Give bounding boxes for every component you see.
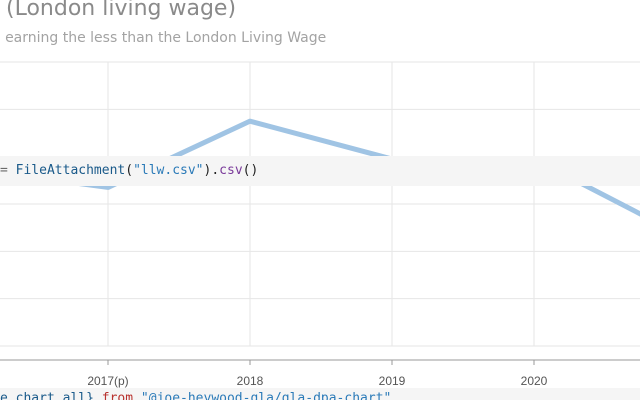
assignment-operator: =: [0, 163, 16, 178]
call-parens: (): [242, 163, 259, 178]
x-axis-tick-labels: 2017(p) 2018 2019 2020: [87, 374, 547, 388]
import-source-string: "@joe-heywood-gla/gla-dpa-chart": [140, 391, 392, 400]
x-axis-tick-label: 2017(p): [87, 374, 128, 388]
horizontal-gridlines: [0, 61, 640, 347]
code-cell-import[interactable]: e_chart_all} from "@joe-heywood-gla/gla-…: [0, 388, 640, 400]
x-axis-tick-label: 2020: [521, 374, 548, 388]
close-paren: ).: [203, 163, 220, 178]
open-paren: (: [125, 163, 134, 178]
chart-title: y (London living wage): [0, 0, 237, 21]
from-keyword: from: [101, 391, 134, 400]
chart-subtitle: e earning the less than the London Livin…: [0, 30, 327, 46]
x-axis-tick-label: 2019: [379, 374, 406, 388]
space: [133, 391, 141, 400]
code-cell-file-attachment[interactable]: = FileAttachment("llw.csv").csv(): [0, 156, 640, 186]
x-axis-ticks: [107, 360, 535, 365]
function-name: FileAttachment: [15, 163, 126, 178]
x-axis-tick-label: 2018: [237, 374, 264, 388]
method-name: csv: [219, 163, 243, 178]
import-names: e_chart_all}: [0, 391, 102, 400]
file-name-string: "llw.csv": [133, 163, 204, 178]
